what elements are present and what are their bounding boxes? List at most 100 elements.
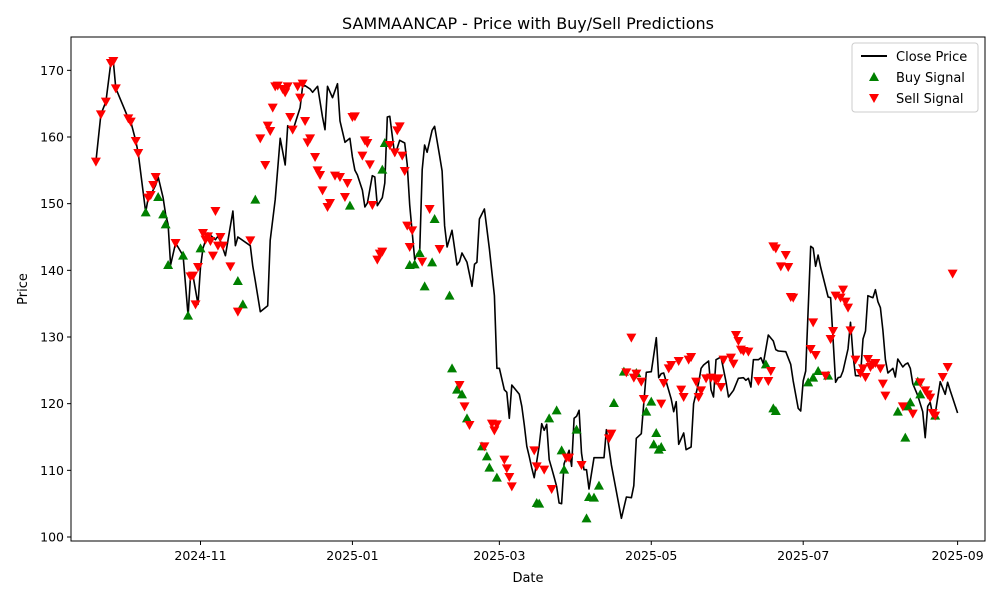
sell-signal-marker bbox=[367, 201, 378, 210]
buy-signal-marker bbox=[803, 377, 814, 387]
buy-signal-marker bbox=[588, 492, 599, 502]
sell-signal-marker bbox=[606, 429, 617, 439]
buy-signal-marker bbox=[153, 192, 164, 201]
sell-signal-marker bbox=[845, 326, 856, 336]
buy-signal-marker bbox=[163, 260, 174, 269]
sell-signal-marker bbox=[783, 263, 794, 272]
sell-signal-marker bbox=[125, 117, 136, 127]
buy-signal-marker bbox=[427, 257, 438, 267]
sell-signal-marker bbox=[676, 385, 687, 395]
sell-signal-marker bbox=[232, 307, 243, 317]
sell-signal-marker bbox=[666, 361, 677, 370]
sell-signal-marker bbox=[820, 371, 831, 381]
sell-signal-marker bbox=[915, 378, 926, 388]
sell-signal-marker bbox=[857, 364, 868, 374]
sell-signal-marker bbox=[364, 160, 375, 170]
sell-signal-marker bbox=[90, 157, 101, 167]
sell-signal-marker bbox=[95, 110, 106, 120]
sell-signal-marker bbox=[743, 347, 754, 357]
sell-signal-marker bbox=[479, 442, 490, 452]
x-tick-label: 2025-01 bbox=[326, 548, 378, 563]
sell-signal-marker bbox=[193, 263, 204, 272]
sell-signal-marker bbox=[733, 337, 744, 346]
buy-signal-marker bbox=[571, 424, 582, 434]
sell-signal-marker bbox=[636, 377, 647, 387]
x-tick-label: 2025-05 bbox=[625, 548, 677, 563]
sell-signal-marker bbox=[245, 236, 256, 246]
buy-signal-marker bbox=[559, 464, 570, 474]
y-tick-label: 130 bbox=[40, 330, 64, 345]
sell-signal-marker bbox=[877, 379, 888, 389]
buy-signal-marker bbox=[892, 406, 903, 416]
sell-signal-marker bbox=[718, 355, 729, 365]
sell-signal-marker bbox=[576, 461, 587, 470]
sell-signal-marker bbox=[808, 318, 819, 328]
sell-signal-marker bbox=[780, 251, 791, 260]
sell-signal-marker bbox=[389, 148, 400, 158]
buy-signal-marker bbox=[491, 472, 502, 482]
sell-signal-marker bbox=[678, 393, 689, 402]
sell-signal-marker bbox=[197, 229, 208, 238]
sell-signal-marker bbox=[942, 363, 953, 372]
sell-signal-marker bbox=[656, 399, 667, 409]
x-tick-label: 2025-07 bbox=[777, 548, 829, 563]
sell-signal-marker bbox=[805, 345, 816, 354]
sell-signal-marker bbox=[870, 359, 881, 368]
sell-signal-marker bbox=[407, 226, 418, 236]
sell-signal-marker bbox=[725, 353, 736, 363]
buy-signal-marker bbox=[457, 389, 468, 399]
sell-signal-marker bbox=[339, 193, 350, 202]
sell-signal-marker bbox=[357, 151, 368, 161]
sell-signal-marker bbox=[638, 395, 649, 404]
buy-signal-marker bbox=[344, 200, 355, 210]
legend-label-close-price: Close Price bbox=[896, 50, 967, 65]
sell-signal-marker bbox=[434, 245, 445, 254]
sell-signal-marker bbox=[454, 381, 465, 390]
sell-signal-marker bbox=[148, 181, 159, 190]
buy-signal-marker bbox=[183, 310, 194, 320]
sell-signal-marker bbox=[658, 379, 669, 388]
sell-signal-marker bbox=[312, 166, 323, 176]
buy-signal-marker bbox=[760, 359, 771, 369]
sell-signal-marker bbox=[546, 485, 557, 494]
x-tick-label: 2025-03 bbox=[473, 548, 525, 563]
sell-signal-marker bbox=[860, 373, 871, 382]
sell-signal-marker bbox=[145, 191, 156, 200]
legend-box bbox=[851, 42, 979, 113]
buy-signal-marker bbox=[140, 207, 151, 217]
buy-signal-marker bbox=[900, 432, 911, 442]
sell-signal-marker bbox=[631, 369, 642, 379]
sell-signal-marker bbox=[130, 137, 141, 146]
sell-signal-marker bbox=[696, 386, 707, 396]
buy-signal-marker bbox=[409, 259, 420, 269]
sell-signal-marker bbox=[205, 237, 216, 246]
buy-signal-marker bbox=[905, 397, 916, 407]
buy-signal-marker bbox=[481, 451, 492, 461]
sell-signal-marker bbox=[925, 393, 936, 403]
buy-signal-marker bbox=[551, 405, 562, 415]
sell-signal-marker bbox=[499, 455, 510, 465]
buy-signal-marker bbox=[461, 413, 472, 423]
x-axis-label: Date bbox=[512, 571, 543, 586]
sell-signal-marker bbox=[315, 171, 326, 180]
buy-signal-marker bbox=[808, 372, 819, 382]
sell-signal-marker bbox=[285, 113, 296, 122]
sell-signal-marker bbox=[716, 383, 727, 392]
close-price-line bbox=[95, 60, 959, 520]
buy-signal-marker bbox=[648, 439, 659, 449]
sell-signal-marker bbox=[728, 359, 739, 369]
sell-signal-marker bbox=[362, 139, 373, 148]
sell-signal-marker bbox=[539, 465, 550, 475]
sell-signal-marker bbox=[417, 257, 428, 267]
buy-signal-marker bbox=[429, 214, 440, 223]
buy-signal-marker bbox=[544, 413, 555, 423]
legend-label-sell-signal: Sell Signal bbox=[896, 92, 964, 107]
plot-area bbox=[70, 36, 986, 542]
sell-signal-marker bbox=[282, 82, 293, 92]
y-tick-label: 100 bbox=[40, 530, 64, 545]
buy-signal-marker bbox=[656, 442, 667, 451]
y-tick-label: 150 bbox=[40, 196, 64, 211]
buy-signal-marker bbox=[593, 480, 604, 490]
sell-signal-marker bbox=[334, 173, 345, 182]
sell-signal-marker bbox=[838, 285, 849, 295]
